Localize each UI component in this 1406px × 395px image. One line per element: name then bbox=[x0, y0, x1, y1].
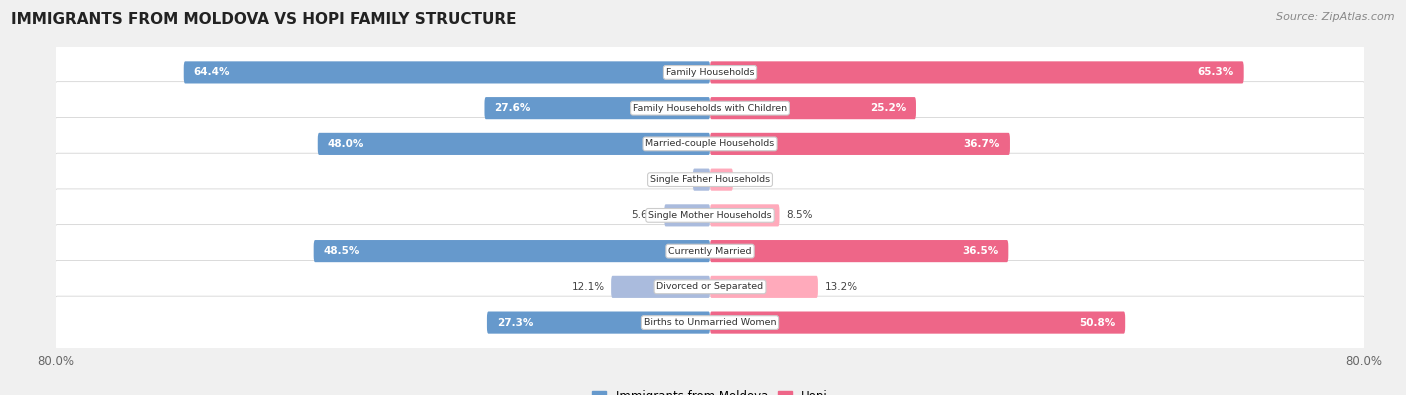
Text: 48.0%: 48.0% bbox=[328, 139, 364, 149]
Text: Single Father Households: Single Father Households bbox=[650, 175, 770, 184]
Text: 36.5%: 36.5% bbox=[962, 246, 998, 256]
FancyBboxPatch shape bbox=[318, 133, 710, 155]
Legend: Immigrants from Moldova, Hopi: Immigrants from Moldova, Hopi bbox=[588, 385, 832, 395]
Text: Currently Married: Currently Married bbox=[668, 246, 752, 256]
FancyBboxPatch shape bbox=[53, 189, 1367, 242]
FancyBboxPatch shape bbox=[486, 312, 710, 334]
Text: Married-couple Households: Married-couple Households bbox=[645, 139, 775, 149]
FancyBboxPatch shape bbox=[710, 276, 818, 298]
Text: 2.8%: 2.8% bbox=[740, 175, 766, 184]
FancyBboxPatch shape bbox=[710, 61, 1244, 83]
Text: Family Households: Family Households bbox=[666, 68, 754, 77]
Text: 27.3%: 27.3% bbox=[496, 318, 533, 327]
Text: 25.2%: 25.2% bbox=[870, 103, 905, 113]
Text: Source: ZipAtlas.com: Source: ZipAtlas.com bbox=[1277, 12, 1395, 22]
FancyBboxPatch shape bbox=[710, 204, 779, 226]
FancyBboxPatch shape bbox=[710, 97, 915, 119]
Text: 36.7%: 36.7% bbox=[963, 139, 1000, 149]
Text: 13.2%: 13.2% bbox=[824, 282, 858, 292]
Text: 48.5%: 48.5% bbox=[323, 246, 360, 256]
FancyBboxPatch shape bbox=[53, 296, 1367, 349]
FancyBboxPatch shape bbox=[53, 260, 1367, 313]
Text: 27.6%: 27.6% bbox=[495, 103, 530, 113]
FancyBboxPatch shape bbox=[710, 169, 733, 191]
Text: 65.3%: 65.3% bbox=[1198, 68, 1234, 77]
FancyBboxPatch shape bbox=[314, 240, 710, 262]
FancyBboxPatch shape bbox=[485, 97, 710, 119]
FancyBboxPatch shape bbox=[53, 46, 1367, 99]
FancyBboxPatch shape bbox=[184, 61, 710, 83]
FancyBboxPatch shape bbox=[53, 153, 1367, 206]
Text: 2.1%: 2.1% bbox=[659, 175, 686, 184]
FancyBboxPatch shape bbox=[664, 204, 710, 226]
Text: Divorced or Separated: Divorced or Separated bbox=[657, 282, 763, 292]
Text: 5.6%: 5.6% bbox=[631, 211, 658, 220]
FancyBboxPatch shape bbox=[53, 82, 1367, 135]
FancyBboxPatch shape bbox=[693, 169, 710, 191]
FancyBboxPatch shape bbox=[612, 276, 710, 298]
Text: Single Mother Households: Single Mother Households bbox=[648, 211, 772, 220]
FancyBboxPatch shape bbox=[710, 240, 1008, 262]
Text: 12.1%: 12.1% bbox=[571, 282, 605, 292]
Text: IMMIGRANTS FROM MOLDOVA VS HOPI FAMILY STRUCTURE: IMMIGRANTS FROM MOLDOVA VS HOPI FAMILY S… bbox=[11, 12, 517, 27]
Text: 8.5%: 8.5% bbox=[786, 211, 813, 220]
Text: 50.8%: 50.8% bbox=[1080, 318, 1115, 327]
FancyBboxPatch shape bbox=[710, 133, 1010, 155]
Text: Family Households with Children: Family Households with Children bbox=[633, 103, 787, 113]
Text: Births to Unmarried Women: Births to Unmarried Women bbox=[644, 318, 776, 327]
FancyBboxPatch shape bbox=[710, 312, 1125, 334]
FancyBboxPatch shape bbox=[53, 117, 1367, 170]
FancyBboxPatch shape bbox=[53, 225, 1367, 278]
Text: 64.4%: 64.4% bbox=[194, 68, 231, 77]
